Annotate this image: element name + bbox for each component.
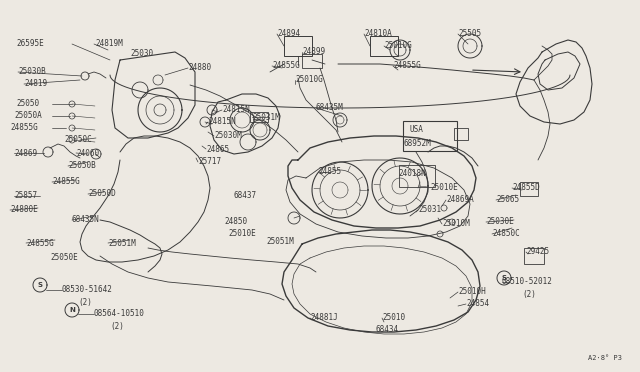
Text: 25050A: 25050A: [14, 112, 42, 121]
Text: 24815N: 24815N: [208, 118, 236, 126]
Text: 25505: 25505: [458, 29, 481, 38]
Text: 68434: 68434: [375, 326, 398, 334]
Text: 68435N: 68435N: [72, 215, 100, 224]
Text: 24869: 24869: [14, 148, 37, 157]
Text: 24819M: 24819M: [95, 39, 123, 48]
Text: 25051M: 25051M: [108, 238, 136, 247]
Text: 25051M: 25051M: [266, 237, 294, 247]
Text: 25031: 25031: [418, 205, 441, 215]
Text: 08510-52012: 08510-52012: [502, 278, 553, 286]
Text: 68952M: 68952M: [404, 138, 432, 148]
Text: 68437: 68437: [234, 192, 257, 201]
Text: 24855D: 24855D: [512, 183, 540, 192]
Bar: [370, 36, 398, 56]
Text: 24899: 24899: [302, 48, 325, 57]
Text: A2·8° P3: A2·8° P3: [588, 355, 622, 361]
Text: 24869A: 24869A: [446, 196, 474, 205]
Text: 24854: 24854: [466, 299, 489, 308]
Text: 25030E: 25030E: [486, 218, 514, 227]
Text: 24894: 24894: [277, 29, 300, 38]
Text: 24810A: 24810A: [364, 29, 392, 38]
Text: 25050C: 25050C: [64, 135, 92, 144]
Text: 25717: 25717: [198, 157, 221, 167]
Text: 08564-10510: 08564-10510: [94, 310, 145, 318]
Text: 25050D: 25050D: [88, 189, 116, 199]
Bar: [399, 165, 435, 187]
Text: 24855G: 24855G: [10, 124, 38, 132]
Text: 25010G: 25010G: [295, 76, 323, 84]
Text: (2): (2): [522, 289, 536, 298]
Bar: [250, 112, 268, 122]
Text: (2): (2): [110, 321, 124, 330]
Text: 25030: 25030: [130, 49, 153, 58]
Text: 24881J: 24881J: [310, 314, 338, 323]
Text: 24855G: 24855G: [52, 177, 80, 186]
Text: 25030M: 25030M: [214, 131, 242, 141]
Text: 25857: 25857: [14, 192, 37, 201]
Bar: [524, 248, 544, 264]
Text: 68435M: 68435M: [316, 103, 344, 112]
Text: 24880: 24880: [188, 64, 211, 73]
Text: 08530-51642: 08530-51642: [62, 285, 113, 295]
Text: 25010H: 25010H: [458, 288, 486, 296]
Text: 25030B: 25030B: [18, 67, 45, 77]
Text: 24855G: 24855G: [393, 61, 420, 71]
Text: 24880E: 24880E: [10, 205, 38, 215]
Text: 25050: 25050: [16, 99, 39, 109]
Text: 25050E: 25050E: [50, 253, 77, 263]
Text: (2): (2): [78, 298, 92, 307]
Text: 24865: 24865: [206, 144, 229, 154]
Text: 25050B: 25050B: [68, 161, 96, 170]
Text: 24060: 24060: [76, 148, 99, 157]
Text: 25010G: 25010G: [384, 42, 412, 51]
Bar: [454, 128, 468, 140]
Bar: [302, 54, 322, 68]
Text: 24819: 24819: [24, 78, 47, 87]
Text: 24855: 24855: [318, 167, 341, 176]
Text: 24855G: 24855G: [26, 238, 54, 247]
Text: 24815N: 24815N: [222, 106, 250, 115]
Text: 25031M: 25031M: [252, 112, 280, 122]
Text: 24850: 24850: [224, 218, 247, 227]
Text: 25010E: 25010E: [228, 230, 256, 238]
Text: S: S: [38, 282, 42, 288]
Text: 25010E: 25010E: [430, 183, 458, 192]
Text: USA: USA: [410, 125, 424, 135]
Text: 25065: 25065: [496, 196, 519, 205]
Text: 26595E: 26595E: [16, 39, 44, 48]
Text: 24855G: 24855G: [272, 61, 300, 71]
Text: 25010: 25010: [382, 314, 405, 323]
Text: N: N: [69, 307, 75, 313]
Text: S: S: [502, 275, 506, 281]
Text: 24850C: 24850C: [492, 230, 520, 238]
Text: 29425: 29425: [526, 247, 549, 257]
Bar: [520, 182, 538, 196]
Text: 25010M: 25010M: [442, 219, 470, 228]
Bar: [284, 36, 312, 56]
Text: 24018N: 24018N: [398, 169, 426, 177]
